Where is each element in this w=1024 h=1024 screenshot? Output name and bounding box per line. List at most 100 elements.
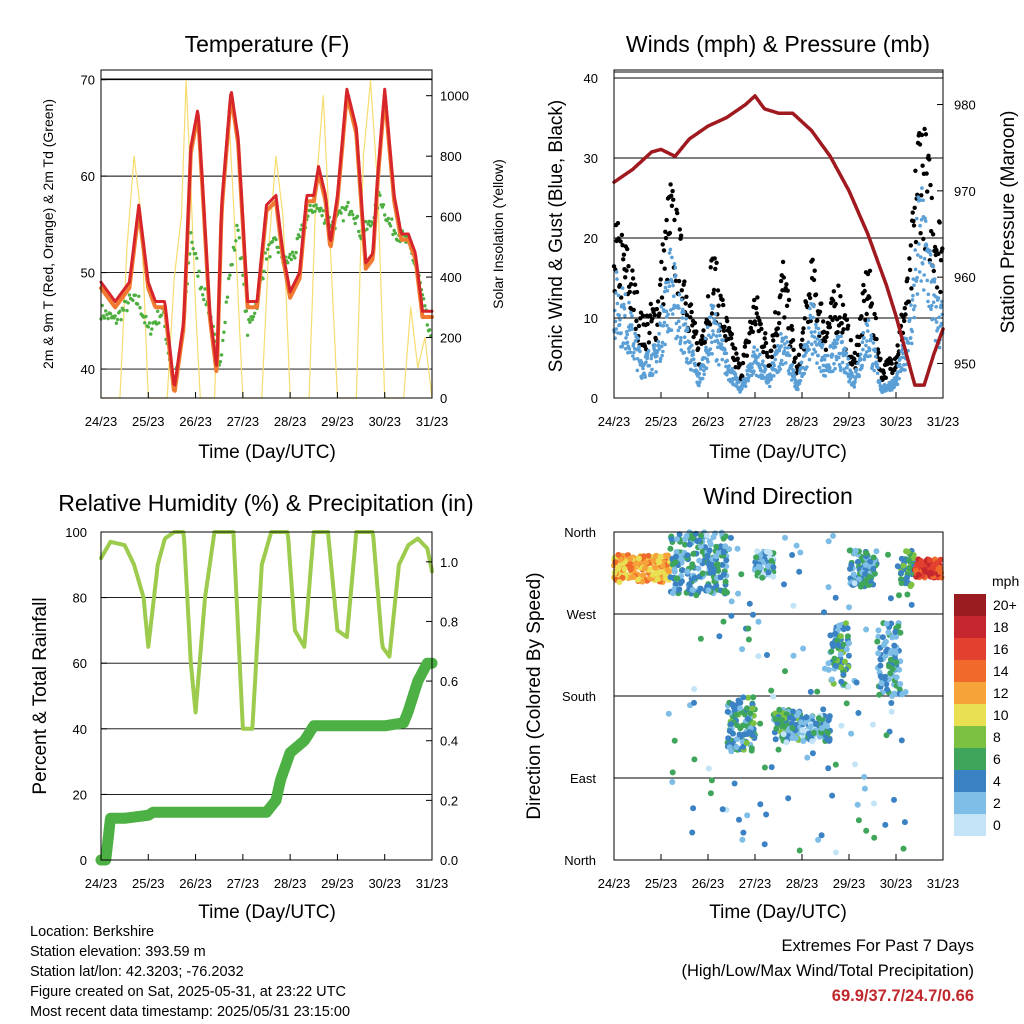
sonic-wind-point [797, 371, 802, 375]
direction-point [641, 565, 648, 572]
direction-point [734, 736, 740, 743]
sonic-wind-point [717, 323, 722, 327]
direction-point [746, 600, 753, 607]
sonic-wind-point [782, 342, 787, 346]
direction-point [747, 710, 754, 717]
relative-humidity-series [99, 530, 434, 731]
sonic-wind-point [914, 279, 919, 283]
gust-point [786, 326, 791, 331]
dewpoint-point [249, 315, 253, 319]
sonic-wind-point [814, 322, 818, 327]
sonic-wind-point [910, 298, 915, 302]
gust-point [865, 271, 871, 277]
sonic-wind-point [680, 316, 685, 320]
direction-point [619, 574, 626, 581]
sonic-wind-point [908, 316, 912, 321]
direction-point [759, 574, 766, 581]
sonic-wind-point [924, 243, 929, 247]
dewpoint-point [113, 314, 117, 318]
wind-direction-panel: Wind Direction North East South West North 2… [524, 483, 1019, 923]
y2-tick-label: 0.0 [440, 853, 458, 868]
gust-point [867, 268, 873, 273]
sonic-wind-point [828, 365, 832, 370]
direction-point [719, 561, 726, 568]
dewpoint-point [261, 276, 265, 281]
direction-point [656, 569, 663, 576]
direction-point [807, 688, 814, 695]
winds-left-label: Sonic Wind & Gust (Blue, Black) [546, 100, 567, 372]
gust-point [861, 282, 866, 288]
gust-point [902, 318, 907, 324]
temperature-left-label: 2m & 9m T (Red, Orange) & 2m Td (Green) [40, 99, 56, 369]
direction-point [898, 580, 905, 587]
gust-point [827, 321, 832, 326]
direction-point [615, 551, 622, 558]
gust-point [938, 258, 944, 263]
sonic-wind-point [672, 303, 676, 308]
direction-point [684, 552, 691, 559]
gust-point [674, 207, 679, 212]
gust-point [750, 329, 755, 334]
direction-point [828, 648, 835, 655]
x-tick-label: 24/23 [85, 414, 118, 429]
gust-point [921, 236, 926, 242]
sonic-wind-point [922, 288, 926, 292]
sonic-wind-point [913, 304, 917, 308]
sonic-wind-point [645, 354, 650, 359]
direction-point [691, 574, 698, 581]
direction-point [726, 728, 733, 734]
y2-tick-label: 1.0 [440, 555, 458, 570]
direction-point [643, 559, 650, 566]
direction-point [739, 646, 746, 653]
sonic-wind-point [875, 371, 880, 376]
sonic-wind-point [923, 216, 927, 221]
direction-point [678, 578, 685, 585]
sonic-wind-point [667, 284, 672, 289]
dewpoint-point [366, 222, 370, 226]
sonic-wind-point [704, 345, 708, 350]
sonic-wind-point [672, 294, 676, 299]
direction-point [776, 706, 783, 713]
sonic-wind-point [769, 377, 773, 382]
gust-point [817, 333, 822, 339]
direction-point [656, 559, 663, 565]
gust-point [781, 275, 786, 280]
gust-point [650, 316, 655, 321]
direction-point [725, 735, 732, 742]
sonic-wind-point [700, 376, 705, 381]
y-tick-label: 60 [73, 656, 87, 671]
gust-point [924, 171, 929, 176]
direction-point [716, 633, 723, 640]
direction-point [809, 738, 816, 745]
gust-point [729, 331, 734, 337]
sonic-wind-point [618, 318, 622, 322]
direction-point [704, 552, 711, 559]
gust-point [778, 278, 784, 284]
direction-point [836, 622, 843, 629]
gust-point [784, 282, 789, 287]
direction-point [891, 690, 898, 697]
gust-point [821, 319, 826, 324]
dewpoint-point [225, 295, 230, 299]
direction-point [733, 744, 740, 751]
dewpoint-point [189, 231, 193, 235]
direction-point [686, 581, 693, 588]
legend-swatch [954, 638, 986, 660]
sonic-wind-point [763, 364, 767, 369]
direction-point [824, 723, 830, 730]
direction-point [906, 565, 913, 571]
speed-color-legend: mph 20+ 18 16 14 12 10 8 6 4 2 0 [954, 573, 1019, 836]
sonic-wind-point [629, 310, 633, 315]
sonic-wind-point [872, 368, 876, 373]
direction-point [866, 573, 873, 580]
sonic-wind-point [809, 330, 814, 335]
direction-point [848, 561, 855, 568]
dewpoint-point [314, 203, 318, 207]
gust-point [752, 297, 757, 303]
sonic-wind-point [842, 367, 846, 372]
sonic-wind-point [841, 351, 845, 355]
dewpoint-point [351, 213, 355, 217]
dewpoint-point [365, 227, 369, 231]
direction-point [875, 650, 882, 657]
gust-point [907, 256, 912, 261]
